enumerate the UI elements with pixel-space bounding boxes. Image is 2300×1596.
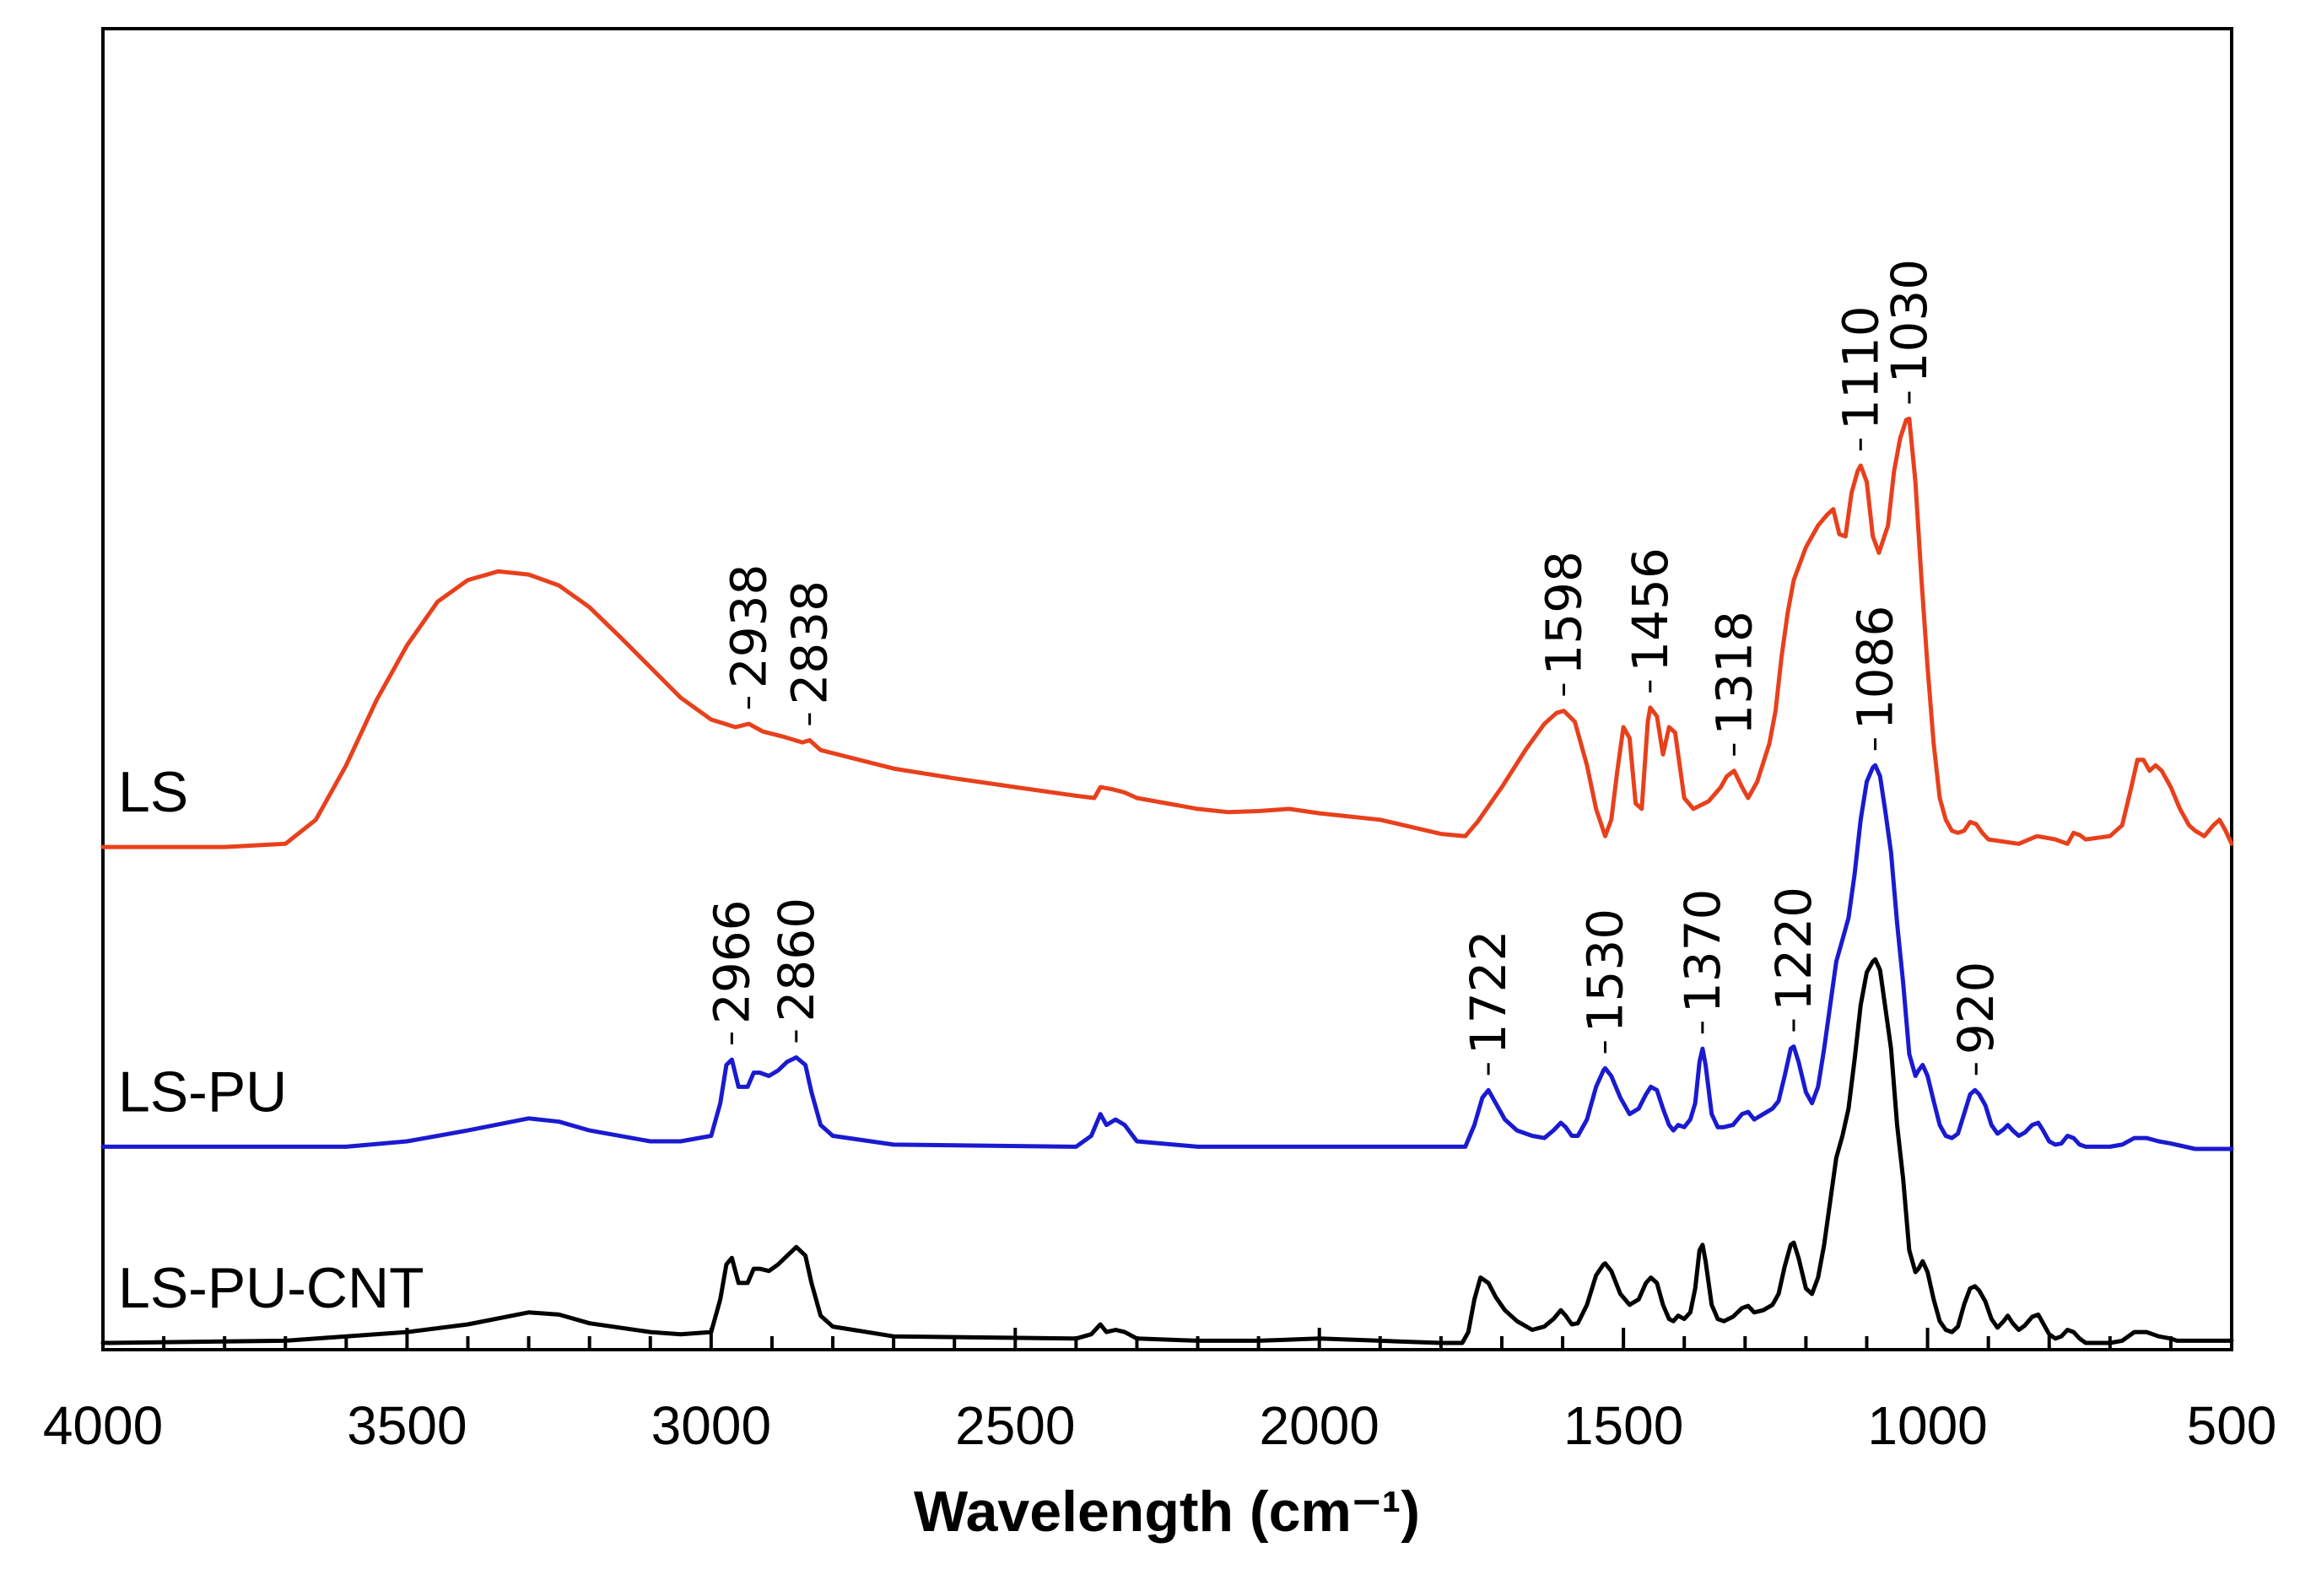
peak-annotation: 1456 — [1622, 547, 1679, 693]
peak-label: 1456 — [1622, 547, 1679, 672]
x-axis-title: Wavelength (cm⁻¹) — [914, 1480, 1420, 1544]
series-label-ls: LS — [118, 760, 188, 824]
peak-label: 1370 — [1674, 889, 1731, 1014]
x-tick-label: 3000 — [651, 1395, 771, 1456]
x-axis-tick-labels: 4000 3500 3000 2500 2000 1500 1000 500 — [43, 1395, 2277, 1456]
peak-annotation: 1220 — [1765, 887, 1822, 1032]
peak-label: 2938 — [721, 564, 778, 689]
series-label-ls-pu-cnt: LS-PU-CNT — [118, 1256, 424, 1320]
series-line-ls-pu — [100, 763, 2234, 1151]
peak-label: 1598 — [1535, 551, 1592, 676]
peak-label: 1530 — [1577, 909, 1634, 1033]
x-tick-label: 1500 — [1563, 1395, 1683, 1456]
series-line-ls-pu-cnt — [100, 957, 2234, 1345]
peak-label: 2966 — [703, 899, 760, 1024]
series-labels: LS LS-PU LS-PU-CNT — [118, 760, 424, 1320]
x-tick-label: 1000 — [1867, 1395, 1987, 1456]
x-tick-label: 4000 — [43, 1395, 163, 1456]
x-tick-label: 2000 — [1260, 1395, 1379, 1456]
peak-annotation: 1722 — [1460, 930, 1517, 1076]
peak-label: 2838 — [781, 580, 839, 705]
peak-annotation: 2966 — [703, 899, 760, 1045]
x-tick-label: 2500 — [955, 1395, 1075, 1456]
peak-label: 1318 — [1705, 611, 1763, 736]
peak-label: 920 — [1947, 962, 2005, 1055]
peak-label: 1086 — [1847, 606, 1904, 731]
peak-label: 1220 — [1765, 887, 1822, 1011]
peak-annotation: 1598 — [1535, 551, 1592, 696]
peak-annotation: 2838 — [781, 580, 839, 725]
peak-label: 1110 — [1832, 305, 1889, 430]
x-tick-label: 500 — [2187, 1395, 2277, 1456]
series-line-ls — [100, 416, 2234, 849]
peak-annotation: 1318 — [1705, 611, 1763, 756]
peak-annotation: 1086 — [1847, 606, 1904, 751]
peak-annotation: 1110 — [1832, 305, 1889, 450]
peak-annotation: 1530 — [1577, 909, 1634, 1054]
series-lines — [100, 416, 2234, 1345]
peak-label: 2860 — [768, 898, 825, 1022]
peak-label: 1030 — [1881, 259, 1938, 384]
peak-annotation: 2938 — [721, 564, 778, 709]
series-label-ls-pu: LS-PU — [118, 1060, 287, 1124]
x-tick-label: 3500 — [347, 1395, 467, 1456]
peak-label: 1722 — [1460, 930, 1517, 1055]
peak-annotation: 2860 — [768, 898, 825, 1043]
plot-frame — [101, 27, 2233, 1351]
peak-annotation: 920 — [1947, 962, 2005, 1076]
peak-annotation: 1030 — [1881, 259, 1938, 404]
peak-annotation: 1370 — [1674, 889, 1731, 1034]
